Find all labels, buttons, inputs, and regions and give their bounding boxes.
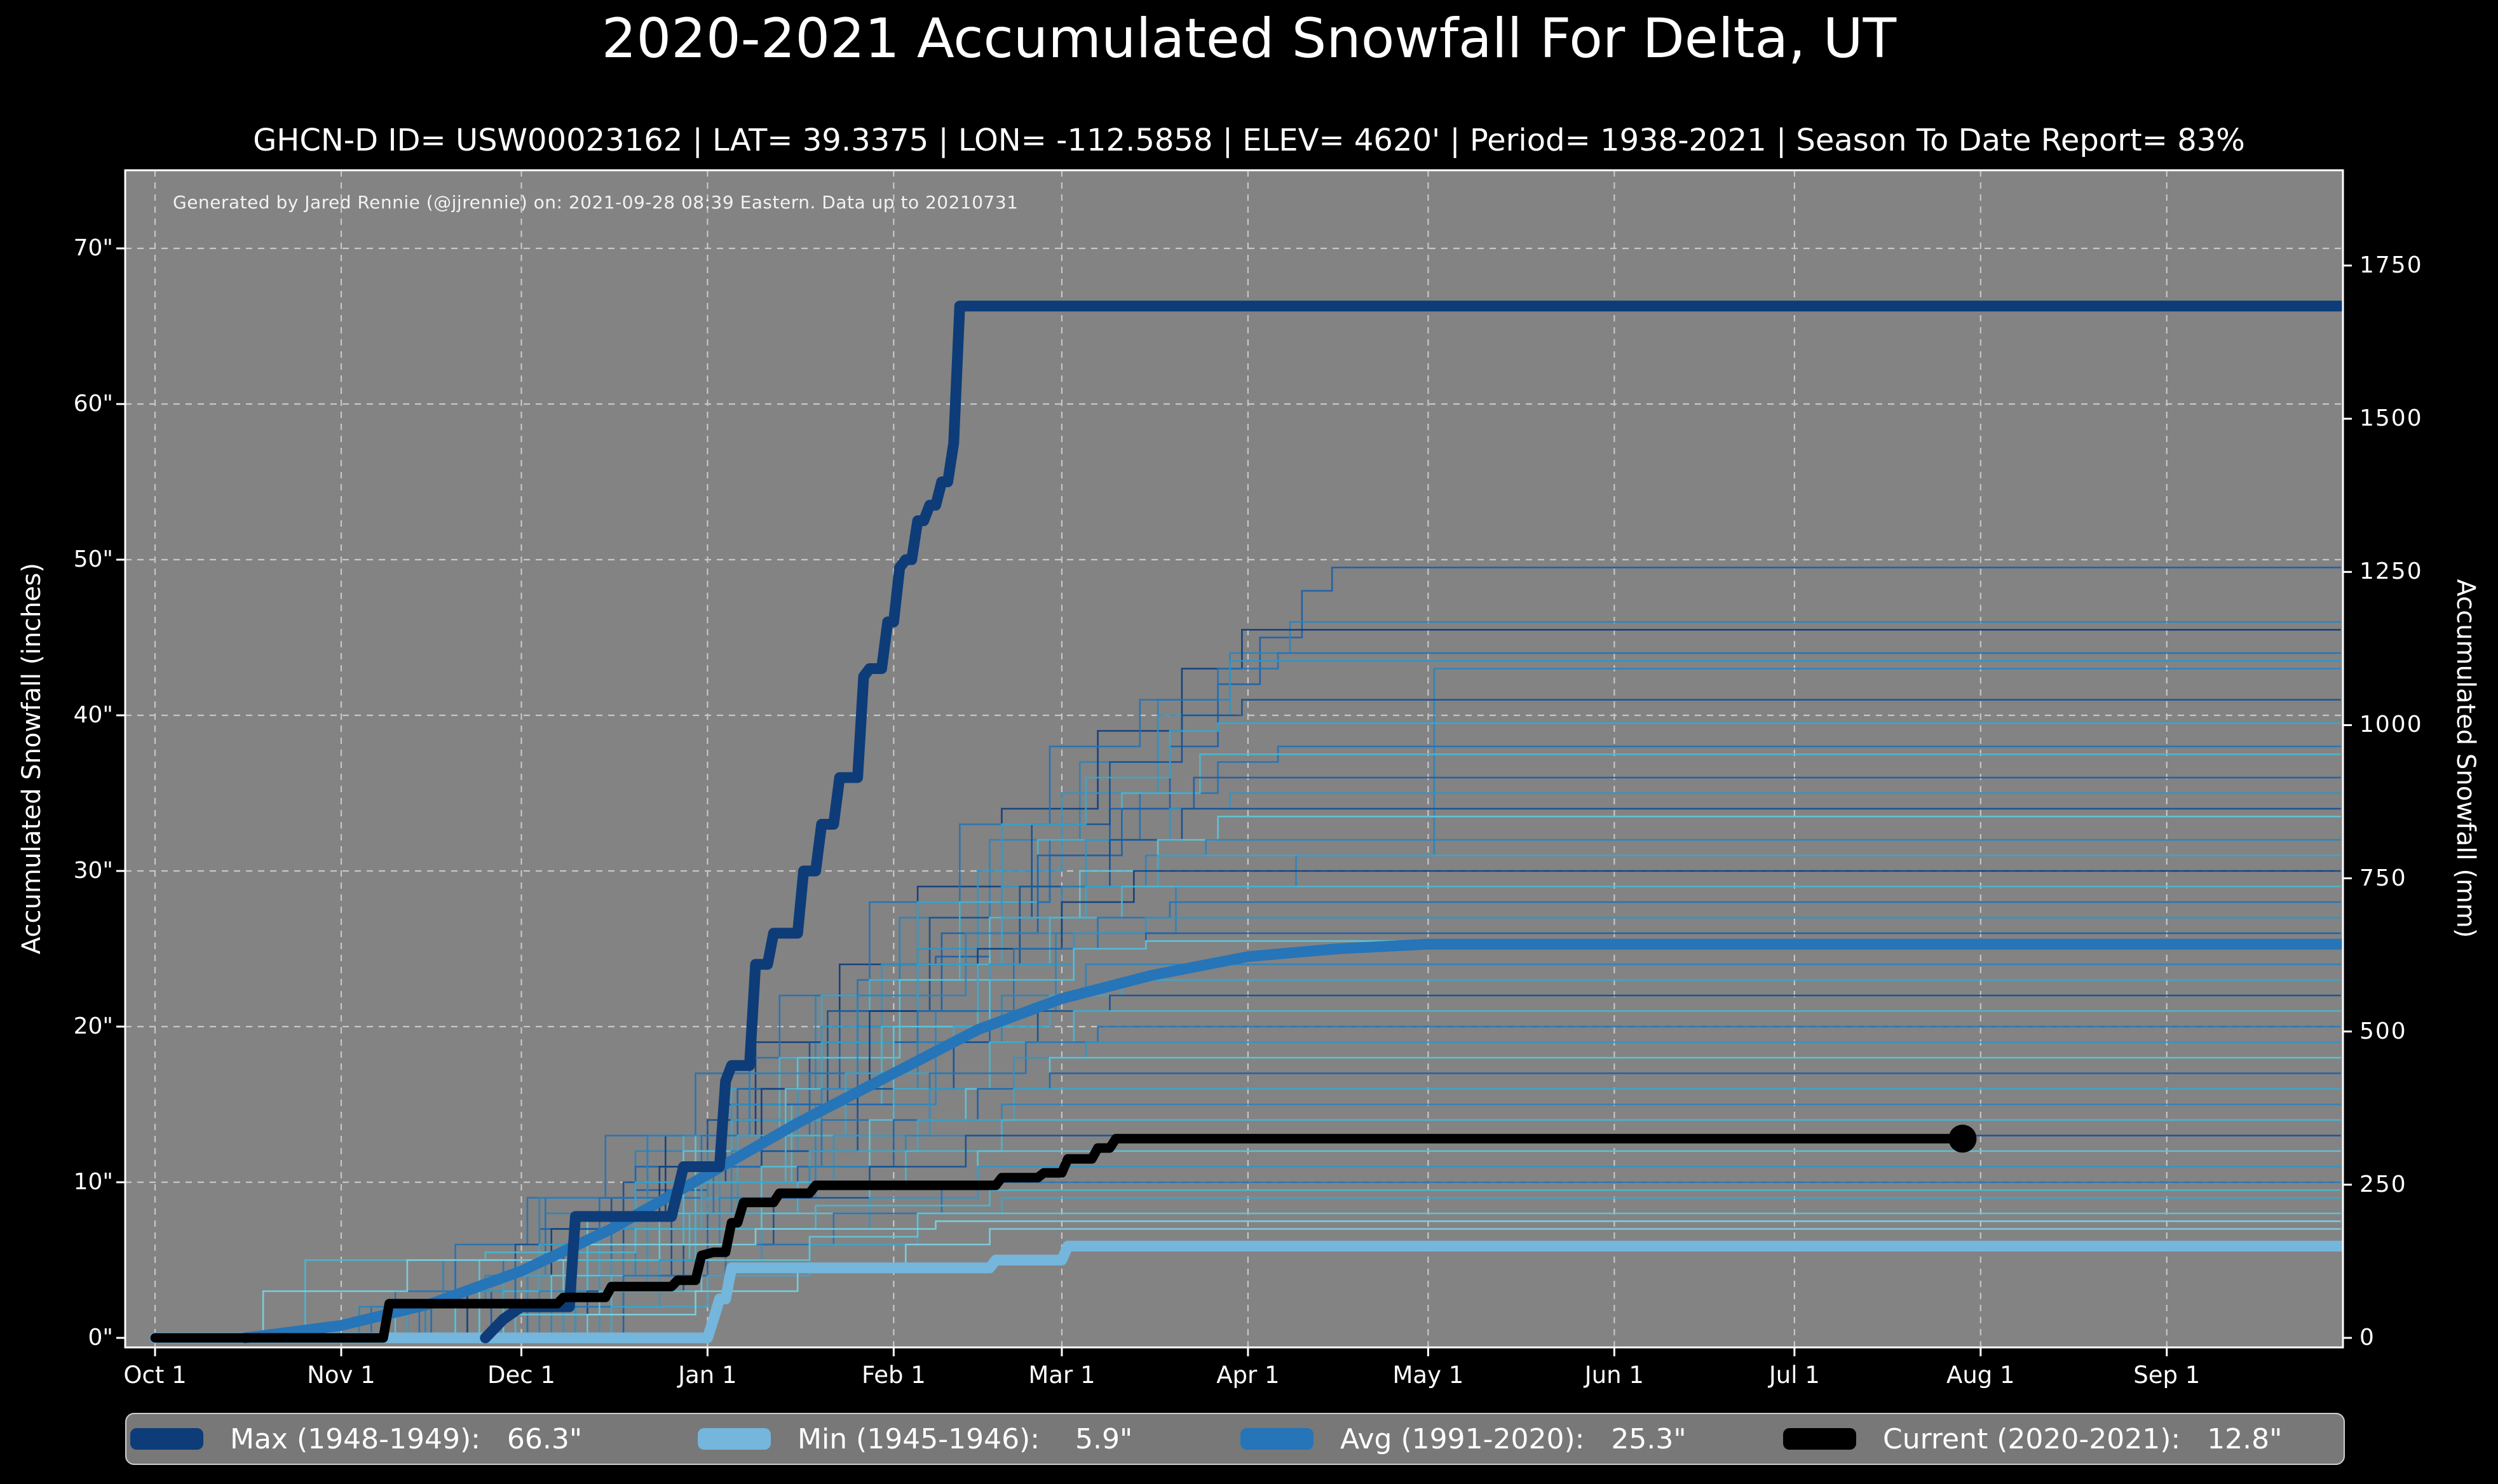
- x-axis-tick-label: Mar 1: [1028, 1361, 1096, 1389]
- legend-swatch-current: [1783, 1428, 1856, 1450]
- y-axis-tick-label-inches: 40": [73, 702, 113, 728]
- legend-label-current: Current (2020-2021): 12.8": [1883, 1422, 2283, 1455]
- y-axis-tick-label-inches: 30": [73, 858, 113, 884]
- legend-label-min: Min (1945-1946): 5.9": [798, 1422, 1133, 1455]
- tick-marks: [116, 247, 2352, 1356]
- y-axis-tick-label-mm: 250: [2359, 1171, 2407, 1197]
- x-axis-tick-label: Jul 1: [1768, 1361, 1820, 1389]
- max-line: [480, 300, 2343, 1344]
- x-axis-tick-label: Sep 1: [2133, 1361, 2201, 1389]
- y-axis-tick-label-inches: 70": [73, 235, 113, 261]
- x-axis-tick-label: Feb 1: [861, 1361, 926, 1389]
- y-axis-tick-label-inches: 0": [88, 1325, 113, 1351]
- y-axis-tick-label-inches: 20": [73, 1013, 113, 1039]
- x-axis-tick-label: Apr 1: [1216, 1361, 1280, 1389]
- y-axis-tick-label-mm: 1750: [2359, 252, 2423, 278]
- y-axis-tick-label-mm: 500: [2359, 1018, 2407, 1044]
- plot-area: [125, 170, 2343, 1347]
- x-axis-tick-label: Jun 1: [1584, 1361, 1644, 1389]
- x-axis-tick-label: Jan 1: [678, 1361, 737, 1389]
- y-axis-label-right: Accumulated Snowfall (mm): [2451, 579, 2480, 938]
- y-axis-tick-label-mm: 0: [2359, 1325, 2375, 1351]
- legend-item-max: Max (1948-1949): 66.3": [130, 1414, 582, 1464]
- y-axis-tick-label-mm: 1000: [2359, 712, 2423, 738]
- x-axis-tick-label: Oct 1: [123, 1361, 187, 1389]
- legend: Max (1948-1949): 66.3" Min (1945-1946): …: [125, 1413, 2345, 1465]
- page-subtitle: GHCN-D ID= USW00023162 | LAT= 39.3375 | …: [253, 123, 2245, 158]
- y-axis-tick-label-mm: 1500: [2359, 405, 2423, 432]
- y-axis-tick-label-mm: 750: [2359, 865, 2407, 891]
- y-axis-tick-label-inches: 60": [73, 391, 113, 417]
- x-axis-tick-label: Aug 1: [1946, 1361, 2015, 1389]
- y-axis-tick-label-mm: 1250: [2359, 558, 2423, 585]
- legend-item-avg: Avg (1991-2020): 25.3": [1240, 1414, 1687, 1464]
- plot-frame: [124, 169, 2344, 1349]
- y-axis-tick-label-inches: 10": [73, 1169, 113, 1195]
- x-axis-tick-label: Dec 1: [487, 1361, 555, 1389]
- page-title: 2020-2021 Accumulated Snowfall For Delta…: [601, 7, 1897, 71]
- y-axis-label-left: Accumulated Snowfall (inches): [17, 562, 46, 955]
- current-end-marker: [1948, 1124, 1977, 1153]
- x-axis-tick-label: Nov 1: [307, 1361, 376, 1389]
- x-axis-tick-label: May 1: [1392, 1361, 1464, 1389]
- historical-season-line: [293, 1189, 2341, 1339]
- legend-item-min: Min (1945-1946): 5.9": [698, 1414, 1132, 1464]
- legend-swatch-avg: [1240, 1428, 1313, 1450]
- y-axis-tick-label-inches: 50": [73, 546, 113, 572]
- legend-label-max: Max (1948-1949): 66.3": [230, 1422, 583, 1455]
- legend-label-avg: Avg (1991-2020): 25.3": [1340, 1422, 1687, 1455]
- avg-line: [240, 938, 2343, 1344]
- current-line: [150, 1133, 1967, 1343]
- historical-season-line: [515, 1228, 2341, 1339]
- legend-swatch-max: [130, 1428, 203, 1450]
- legend-item-current: Current (2020-2021): 12.8": [1783, 1414, 2282, 1464]
- min-line: [149, 1241, 2343, 1344]
- legend-swatch-min: [698, 1428, 771, 1450]
- series-lines: [149, 300, 2343, 1344]
- annotation-credit: Generated by Jared Rennie (@jjrennie) on…: [173, 192, 1019, 213]
